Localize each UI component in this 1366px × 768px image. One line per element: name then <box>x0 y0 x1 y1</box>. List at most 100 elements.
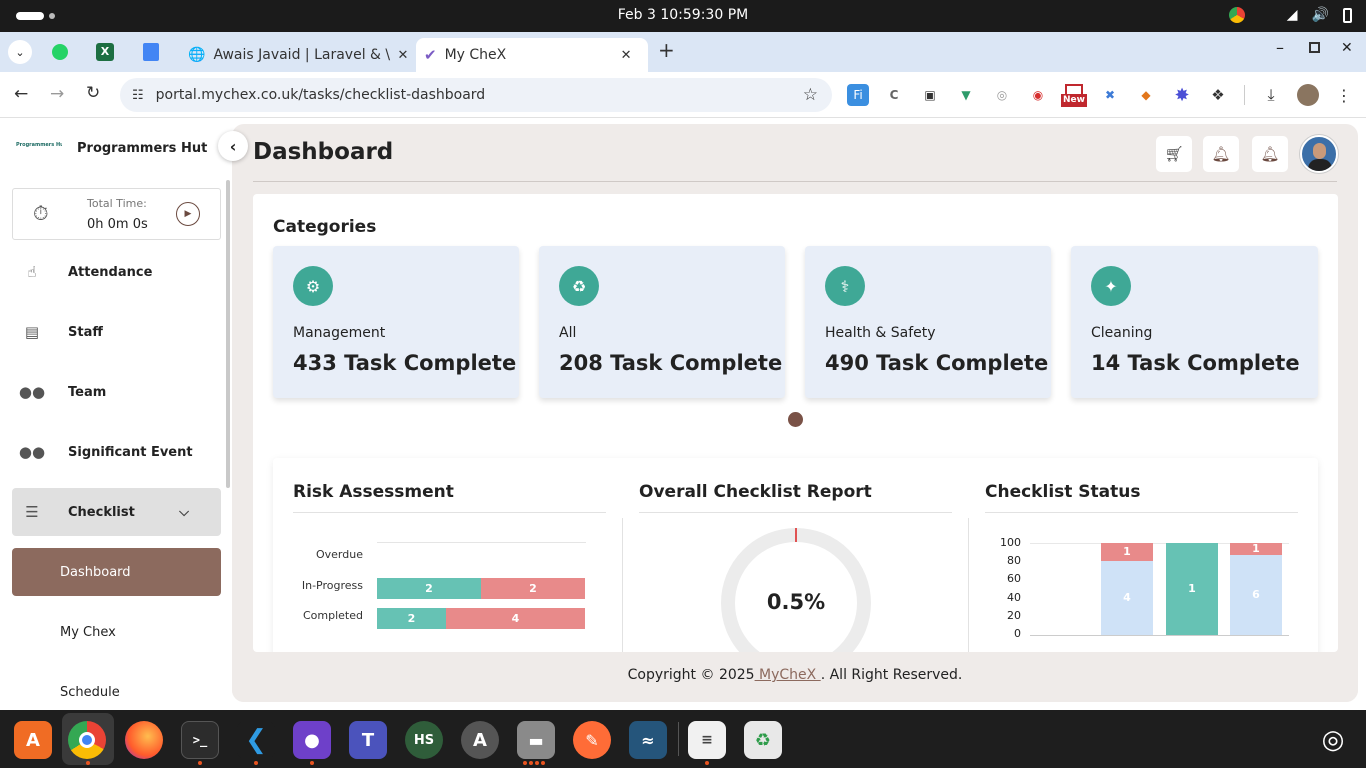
browser-tab-strip: ⌄ X 🌐 Awais Javaid | Laravel & \ ✕ ✔ My … <box>0 32 1366 72</box>
completed-pending-bar[interactable]: 4 <box>446 608 585 629</box>
status-bar-3-lower[interactable]: 6 <box>1230 555 1282 635</box>
inprogress-pending-bar[interactable]: 2 <box>481 578 585 599</box>
firefox-icon[interactable] <box>125 721 163 759</box>
footer-brand-link[interactable]: MyCheX <box>754 667 821 683</box>
users-icon: ●● <box>18 443 46 461</box>
chrome-dock-icon[interactable] <box>68 721 106 759</box>
extensions-puzzle-icon[interactable]: ❖ <box>1207 84 1229 106</box>
sidebar-subitem-schedule[interactable]: Schedule <box>12 668 221 716</box>
vscode-icon[interactable]: ❮ <box>237 721 275 759</box>
sidebar-item-staff[interactable]: ▤ Staff <box>12 308 221 356</box>
updater-icon[interactable]: A <box>461 721 499 759</box>
alert-bell-button[interactable]: 🔔︎ <box>1203 136 1239 172</box>
notification-bell-button[interactable]: 🔔︎ <box>1252 136 1288 172</box>
new-tab-plus-icon[interactable]: + <box>658 38 675 62</box>
close-icon[interactable]: ✕ <box>620 47 632 63</box>
url-text[interactable]: portal.mychex.co.uk/tasks/checklist-dash… <box>155 87 486 103</box>
download-icon[interactable]: ⤓ <box>1260 84 1282 106</box>
new-badge: New <box>1061 94 1087 107</box>
extension-asterisk-icon[interactable]: ✸ <box>1171 84 1193 106</box>
extension-globe-icon[interactable]: ◎ <box>991 84 1013 106</box>
y-tick: 80 <box>1007 554 1021 567</box>
excel-tab-icon[interactable]: X <box>96 43 114 61</box>
postman-icon[interactable]: ✎ <box>573 721 611 759</box>
play-timer-button[interactable]: ▶ <box>176 202 200 226</box>
hs-app-icon[interactable]: HS <box>405 721 443 759</box>
sidebar-item-checklist[interactable]: ☰ Checklist ⌵ <box>12 488 221 536</box>
files-icon[interactable]: ▬ <box>517 721 555 759</box>
software-center-icon[interactable]: A <box>14 721 52 759</box>
trash-icon[interactable]: ♻ <box>744 721 782 759</box>
system-tray[interactable]: ◢ 🔊 <box>1228 7 1352 23</box>
terminal-icon[interactable]: >_ <box>181 721 219 759</box>
completed-done-bar[interactable]: 2 <box>377 608 446 629</box>
wifi-icon[interactable]: ◢ <box>1286 7 1298 23</box>
document-viewer-icon[interactable]: ≡ <box>688 721 726 759</box>
address-bar[interactable]: ☷ portal.mychex.co.uk/tasks/checklist-da… <box>120 78 832 112</box>
show-apps-icon[interactable]: ◎ <box>1321 725 1345 755</box>
close-icon[interactable]: ✕ <box>397 47 409 63</box>
metamask-icon[interactable]: ◆ <box>1135 84 1157 106</box>
tab-awais-javaid[interactable]: 🌐 Awais Javaid | Laravel & \ ✕ <box>178 38 414 72</box>
battery-icon[interactable] <box>1343 8 1352 23</box>
header-divider <box>253 181 1337 182</box>
tab-label: My CheX <box>444 47 507 63</box>
reload-icon[interactable]: ↻ <box>86 83 101 103</box>
system-clock[interactable]: Feb 3 10:59:30 PM <box>617 7 749 23</box>
volume-icon[interactable]: 🔊 <box>1311 7 1329 23</box>
category-card-health-safety[interactable]: ⚕ Health & Safety 490 Task Complete <box>805 246 1051 398</box>
browser-menu-icon[interactable]: ⋮ <box>1333 84 1355 106</box>
mysql-workbench-icon[interactable]: ≈ <box>629 721 667 759</box>
status-bar-2[interactable]: 1 <box>1166 543 1218 635</box>
inprogress-done-bar[interactable]: 2 <box>377 578 481 599</box>
sidebar-item-attendance[interactable]: ☝ Attendance <box>12 248 221 296</box>
chrome-tray-icon[interactable] <box>1228 7 1245 23</box>
tab-mychex[interactable]: ✔ My CheX ✕ <box>416 38 648 72</box>
extension-cross-icon[interactable]: ✖ <box>1099 84 1121 106</box>
status-bar-3-upper[interactable]: 1 <box>1230 543 1282 555</box>
activities-indicator[interactable] <box>16 12 44 20</box>
profile-avatar-icon[interactable] <box>1297 84 1319 106</box>
site-info-icon[interactable]: ☷ <box>132 87 144 103</box>
bookmark-star-icon[interactable]: ☆ <box>802 85 818 105</box>
carousel-dot[interactable] <box>788 412 803 427</box>
extension-c-icon[interactable]: C <box>883 84 905 106</box>
sidebar-subitem-label: My Chex <box>60 624 116 640</box>
close-window-icon[interactable]: ✕ <box>1341 40 1353 56</box>
forward-icon[interactable]: → <box>50 84 65 104</box>
management-icon: ⚙ <box>293 266 333 306</box>
extension-new-badge-icon[interactable]: New <box>1061 84 1087 107</box>
tab-label: Awais Javaid | Laravel & \ <box>213 47 391 63</box>
extension-eye-icon[interactable]: ◉ <box>1027 84 1049 106</box>
category-card-management[interactable]: ⚙ Management 433 Task Complete <box>273 246 519 398</box>
sidebar-item-significant-event[interactable]: ●● Significant Event <box>12 428 221 476</box>
back-icon[interactable]: ← <box>14 84 29 104</box>
docs-tab-icon[interactable] <box>143 43 159 61</box>
timer-label: Total Time: <box>87 197 147 210</box>
user-avatar[interactable] <box>1300 135 1338 173</box>
category-card-all[interactable]: ♻ All 208 Task Complete <box>539 246 785 398</box>
tab-search-chevron-icon[interactable]: ⌄ <box>8 40 32 64</box>
timer-box: ⏱ Total Time: 0h 0m 0s ▶ <box>12 188 221 240</box>
status-bar-1-upper[interactable]: 1 <box>1101 543 1153 561</box>
cart-button[interactable]: 🛒︎ <box>1156 136 1192 172</box>
sidebar-item-team[interactable]: ●● Team <box>12 368 221 416</box>
extension-fi-icon[interactable]: Fi <box>847 84 869 106</box>
category-card-cleaning[interactable]: ✦ Cleaning 14 Task Complete <box>1071 246 1318 398</box>
browser-toolbar: ← → ↻ ☷ portal.mychex.co.uk/tasks/checkl… <box>0 72 1366 118</box>
y-tick: 40 <box>1007 591 1021 604</box>
extension-vue-icon[interactable]: ▼ <box>955 84 977 106</box>
sidebar-subitem-my-chex[interactable]: My Chex <box>12 608 221 656</box>
whatsapp-tab-icon[interactable] <box>52 44 68 60</box>
minimize-icon[interactable]: – <box>1276 38 1284 57</box>
category-name: Management <box>293 325 386 341</box>
footer-copyright: Copyright © 2025 <box>627 667 755 683</box>
restore-icon[interactable] <box>1309 42 1320 53</box>
sidebar-scrollbar[interactable] <box>226 180 230 488</box>
github-desktop-icon[interactable]: ● <box>293 721 331 759</box>
status-bar-1-lower[interactable]: 4 <box>1101 561 1153 635</box>
sidebar-subitem-dashboard[interactable]: Dashboard <box>12 548 221 596</box>
extension-pip-icon[interactable]: ▣ <box>919 84 941 106</box>
teams-for-linux-icon[interactable]: T <box>349 721 387 759</box>
collapse-sidebar-button[interactable]: ‹ <box>218 131 248 161</box>
